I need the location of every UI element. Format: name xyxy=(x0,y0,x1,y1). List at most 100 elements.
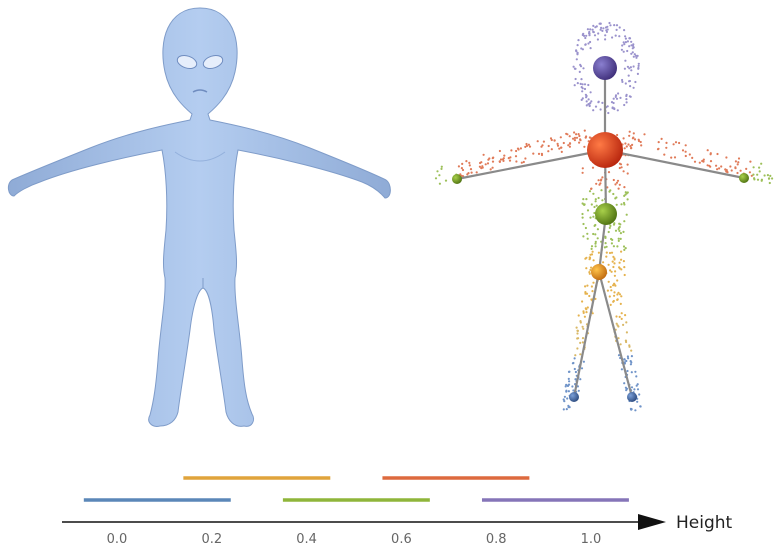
cloud-point xyxy=(624,82,627,85)
cloud-point xyxy=(440,167,443,170)
cloud-point xyxy=(630,408,633,411)
cloud-point xyxy=(556,142,559,145)
cloud-point xyxy=(475,171,478,174)
cloud-point xyxy=(502,159,505,162)
cloud-point xyxy=(608,190,611,193)
cloud-point xyxy=(622,170,625,173)
skeleton-bone xyxy=(604,148,745,180)
height-bands xyxy=(83,476,629,502)
cloud-point xyxy=(592,109,595,112)
cloud-point xyxy=(498,160,501,163)
cloud-point xyxy=(592,24,595,27)
tick-label: 0.8 xyxy=(486,532,507,547)
cloud-point xyxy=(618,315,621,318)
cloud-point xyxy=(599,182,602,185)
cloud-point xyxy=(584,291,587,294)
cloud-point xyxy=(621,80,624,83)
cloud-point xyxy=(438,182,441,185)
cloud-point xyxy=(629,85,632,88)
cloud-point xyxy=(673,156,677,159)
cloud-point xyxy=(541,144,544,147)
cloud-point xyxy=(609,269,612,272)
cloud-point xyxy=(605,255,608,258)
cloud-point xyxy=(749,160,752,163)
skeleton xyxy=(452,56,749,402)
cloud-point xyxy=(620,48,624,51)
cloud-point xyxy=(573,131,576,134)
cloud-point xyxy=(630,355,634,358)
joint-sphere-pelvis xyxy=(591,264,607,280)
cloud-point xyxy=(550,138,553,142)
cloud-point xyxy=(550,148,553,151)
cloud-point xyxy=(607,280,610,283)
cloud-point xyxy=(623,147,626,150)
cloud-point xyxy=(617,325,620,328)
cloud-point xyxy=(577,314,580,317)
cloud-point xyxy=(478,165,481,168)
cloud-point xyxy=(748,171,752,174)
cloud-point xyxy=(528,145,532,148)
cloud-point xyxy=(604,236,607,239)
cloud-point xyxy=(585,135,588,138)
cloud-point xyxy=(633,53,636,56)
cloud-point xyxy=(572,65,575,68)
cloud-point xyxy=(672,143,675,146)
cloud-point xyxy=(639,405,642,408)
cloud-point xyxy=(613,294,616,297)
cloud-point xyxy=(620,312,623,315)
cloud-point xyxy=(612,265,615,269)
cloud-point xyxy=(583,145,586,148)
cloud-point xyxy=(625,331,629,334)
cloud-point xyxy=(632,86,635,89)
cloud-point xyxy=(586,237,589,240)
cloud-point xyxy=(574,370,578,374)
cloud-point xyxy=(588,272,591,275)
alien-mesh-body xyxy=(7,7,391,427)
cloud-point xyxy=(734,160,738,163)
cloud-point xyxy=(585,104,588,107)
cloud-point xyxy=(608,295,611,298)
cloud-point xyxy=(481,166,484,169)
cloud-point xyxy=(585,267,588,270)
cloud-point xyxy=(536,140,539,143)
cloud-point xyxy=(465,160,468,163)
cloud-point xyxy=(624,191,627,194)
cloud-point xyxy=(612,192,615,196)
cloud-point xyxy=(634,409,637,412)
cloud-point xyxy=(592,232,595,236)
tick-label: 0.0 xyxy=(107,532,128,547)
cloud-point xyxy=(599,179,603,182)
cloud-point xyxy=(579,82,582,85)
tick-label: 0.2 xyxy=(201,532,222,547)
cloud-point xyxy=(559,136,562,139)
cloud-point xyxy=(588,104,591,107)
cloud-point xyxy=(540,152,544,155)
cloud-point xyxy=(440,165,443,168)
cloud-point xyxy=(595,25,598,28)
cloud-point xyxy=(691,156,694,159)
cloud-point xyxy=(582,198,585,201)
cloud-point xyxy=(606,186,609,189)
cloud-point xyxy=(706,164,709,167)
cloud-point xyxy=(725,156,728,159)
cloud-point xyxy=(612,97,615,100)
cloud-point xyxy=(575,49,578,52)
cloud-point xyxy=(520,161,523,164)
cloud-point xyxy=(556,144,560,147)
cloud-point xyxy=(589,216,592,219)
cloud-point xyxy=(568,380,571,383)
cloud-point xyxy=(573,84,576,87)
cloud-point xyxy=(525,142,528,146)
cloud-point xyxy=(584,307,587,310)
cloud-point xyxy=(623,358,626,361)
cloud-point xyxy=(622,260,626,263)
cloud-point xyxy=(729,165,732,168)
cloud-point xyxy=(579,353,582,356)
cloud-point xyxy=(503,154,506,157)
cloud-point xyxy=(581,83,584,86)
cloud-point xyxy=(510,149,513,152)
cloud-point xyxy=(626,191,629,194)
cloud-point xyxy=(612,300,615,303)
cloud-point xyxy=(606,289,610,292)
tick-label: 1.0 xyxy=(581,532,602,547)
